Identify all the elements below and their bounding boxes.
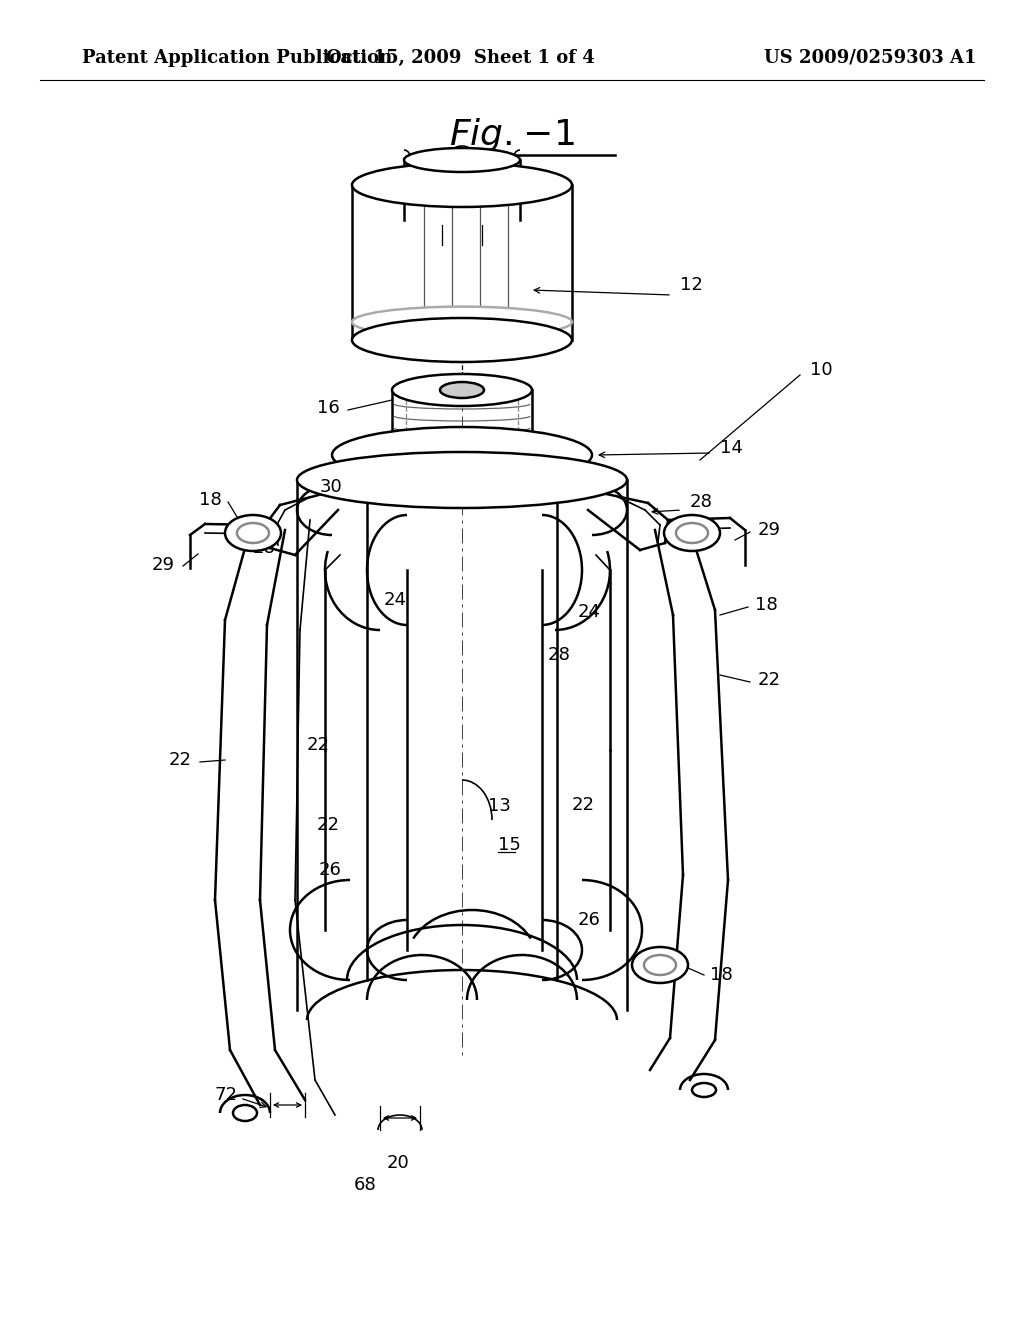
Text: 30: 30 [319,478,342,496]
Ellipse shape [352,306,572,338]
Ellipse shape [692,1082,716,1097]
Text: 10: 10 [810,360,833,379]
Text: 72: 72 [215,1086,238,1104]
Text: 15: 15 [498,836,521,854]
Text: 16: 16 [317,399,340,417]
Ellipse shape [644,954,676,975]
Text: $\mathit{Fig.\!-\!1}$: $\mathit{Fig.\!-\!1}$ [449,116,575,154]
Ellipse shape [352,318,572,362]
Ellipse shape [632,946,688,983]
Text: 68: 68 [353,1176,377,1195]
Ellipse shape [664,515,720,550]
Ellipse shape [676,523,708,543]
Text: 29: 29 [152,556,175,574]
Ellipse shape [392,374,532,407]
Text: 28: 28 [548,645,570,664]
Ellipse shape [352,162,572,207]
Text: 28: 28 [690,492,713,511]
Text: 24: 24 [578,603,601,620]
Ellipse shape [233,1105,257,1121]
Text: 26: 26 [578,911,601,929]
Text: 12: 12 [680,276,702,294]
Text: 22: 22 [307,737,330,754]
Ellipse shape [225,515,281,550]
Text: 18: 18 [710,966,733,983]
Text: 22: 22 [572,796,595,814]
Ellipse shape [237,523,269,543]
Text: 20: 20 [387,1154,410,1172]
Text: 29: 29 [758,521,781,539]
Text: 13: 13 [488,797,511,814]
Ellipse shape [440,381,484,399]
Ellipse shape [332,426,592,483]
Text: 26: 26 [319,861,342,879]
Text: 14: 14 [720,440,742,457]
Text: 24: 24 [384,591,407,609]
Ellipse shape [297,451,627,508]
Text: US 2009/0259303 A1: US 2009/0259303 A1 [764,49,976,67]
Text: 18: 18 [200,491,222,510]
Text: Oct. 15, 2009  Sheet 1 of 4: Oct. 15, 2009 Sheet 1 of 4 [326,49,594,67]
Text: 28: 28 [252,539,275,557]
Text: 22: 22 [758,671,781,689]
Text: Patent Application Publication: Patent Application Publication [82,49,392,67]
Text: 18: 18 [755,597,778,614]
Text: 22: 22 [169,751,193,770]
Ellipse shape [404,148,520,172]
Text: 22: 22 [317,816,340,834]
